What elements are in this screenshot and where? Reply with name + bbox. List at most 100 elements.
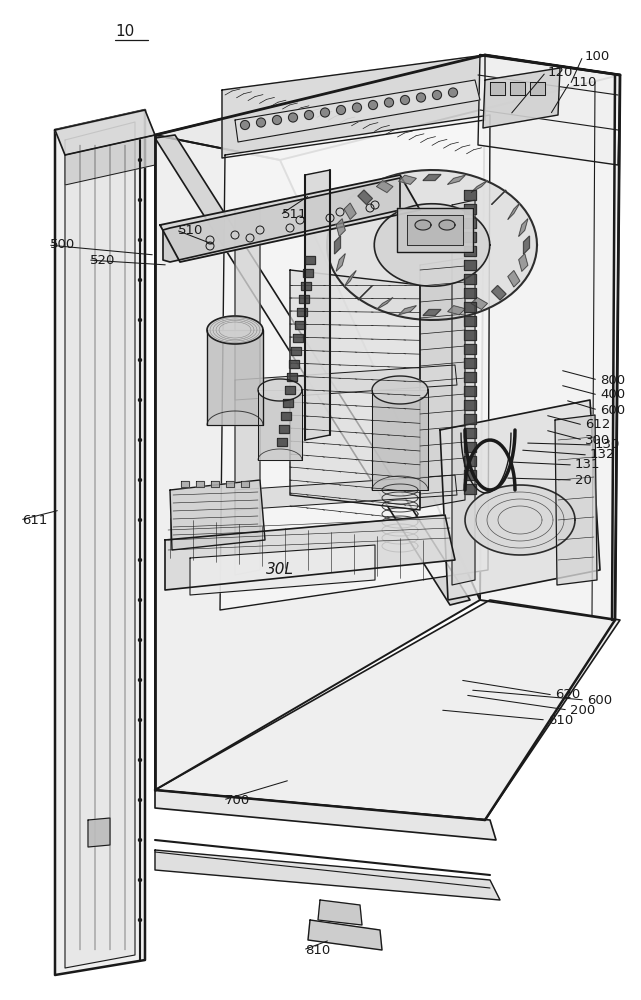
Polygon shape [358, 285, 372, 300]
Polygon shape [289, 360, 299, 368]
Polygon shape [439, 220, 455, 230]
Circle shape [256, 118, 265, 127]
Polygon shape [303, 269, 313, 277]
Polygon shape [258, 390, 302, 460]
Polygon shape [318, 900, 362, 925]
Polygon shape [464, 372, 476, 382]
Circle shape [138, 158, 142, 161]
Text: 10: 10 [115, 24, 134, 39]
Text: 200: 200 [570, 704, 595, 716]
Polygon shape [65, 135, 155, 185]
Polygon shape [170, 480, 265, 550]
Polygon shape [55, 110, 155, 155]
Polygon shape [281, 412, 291, 420]
Text: 620: 620 [555, 688, 580, 702]
Circle shape [138, 238, 142, 241]
Polygon shape [308, 920, 382, 950]
Text: 700: 700 [225, 794, 250, 806]
Circle shape [138, 438, 142, 442]
Polygon shape [480, 55, 620, 620]
Polygon shape [297, 308, 307, 316]
Polygon shape [295, 321, 305, 329]
Polygon shape [220, 115, 490, 610]
Polygon shape [483, 68, 560, 128]
Circle shape [138, 558, 142, 562]
Polygon shape [492, 285, 506, 300]
Circle shape [138, 678, 142, 682]
Polygon shape [241, 481, 249, 487]
Polygon shape [420, 258, 465, 508]
Polygon shape [397, 208, 473, 252]
Polygon shape [190, 545, 375, 595]
Polygon shape [372, 390, 428, 490]
Polygon shape [464, 204, 476, 214]
Polygon shape [423, 174, 441, 180]
Polygon shape [155, 135, 470, 605]
Circle shape [138, 318, 142, 322]
Polygon shape [258, 379, 302, 401]
Text: 20: 20 [575, 474, 592, 487]
Polygon shape [464, 400, 476, 410]
Circle shape [138, 879, 142, 882]
Polygon shape [277, 438, 287, 446]
Polygon shape [478, 55, 620, 165]
Circle shape [138, 479, 142, 482]
Polygon shape [374, 204, 490, 286]
Polygon shape [155, 55, 620, 160]
Polygon shape [471, 181, 487, 193]
Polygon shape [440, 400, 600, 600]
Text: 110: 110 [572, 76, 597, 89]
Text: 300: 300 [585, 434, 610, 446]
Circle shape [417, 93, 426, 102]
Polygon shape [235, 80, 480, 142]
Circle shape [401, 96, 410, 104]
Circle shape [138, 758, 142, 762]
Circle shape [320, 108, 329, 117]
Polygon shape [283, 399, 293, 407]
Polygon shape [235, 365, 457, 400]
Polygon shape [65, 122, 135, 968]
Polygon shape [55, 110, 145, 975]
Circle shape [138, 359, 142, 361]
Polygon shape [344, 203, 356, 219]
Polygon shape [293, 334, 303, 342]
Polygon shape [530, 82, 545, 95]
Circle shape [288, 113, 297, 122]
Text: 400: 400 [600, 388, 625, 401]
Text: 130: 130 [595, 438, 620, 452]
Polygon shape [464, 302, 476, 312]
Polygon shape [524, 236, 529, 254]
Polygon shape [376, 181, 393, 193]
Text: 131: 131 [575, 458, 601, 472]
Polygon shape [464, 274, 476, 284]
Polygon shape [519, 254, 528, 271]
Circle shape [138, 838, 142, 842]
Polygon shape [464, 386, 476, 396]
Text: 611: 611 [22, 514, 47, 526]
Polygon shape [447, 175, 465, 184]
Polygon shape [464, 358, 476, 368]
Circle shape [138, 639, 142, 642]
Polygon shape [464, 246, 476, 256]
Polygon shape [291, 347, 301, 355]
Polygon shape [299, 295, 309, 303]
Polygon shape [155, 790, 496, 840]
Polygon shape [285, 386, 295, 394]
Polygon shape [519, 219, 528, 236]
Polygon shape [358, 190, 372, 205]
Polygon shape [415, 220, 431, 230]
Polygon shape [287, 373, 297, 381]
Circle shape [353, 103, 362, 112]
Polygon shape [399, 175, 417, 184]
Circle shape [385, 98, 394, 107]
Polygon shape [465, 485, 575, 555]
Polygon shape [464, 456, 476, 466]
Polygon shape [88, 818, 110, 847]
Text: 500: 500 [50, 238, 75, 251]
Polygon shape [464, 316, 476, 326]
Circle shape [272, 115, 281, 124]
Text: 511: 511 [282, 209, 308, 222]
Polygon shape [464, 190, 476, 200]
Polygon shape [163, 178, 400, 262]
Circle shape [138, 518, 142, 522]
